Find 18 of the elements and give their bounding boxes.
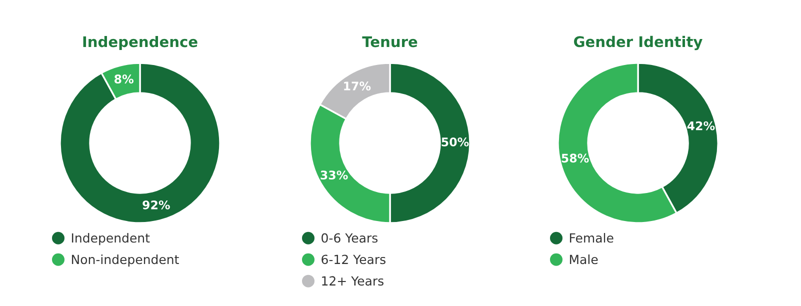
- legend-label: 0-6 Years: [322, 233, 378, 243]
- legend-label: Independent: [72, 233, 150, 246]
- chart-title: Tenure: [362, 36, 418, 48]
- data-label: 17%: [344, 82, 371, 90]
- legend-label: Male: [570, 254, 598, 264]
- donut-slice: [59, 62, 221, 224]
- chart-title: Independence: [83, 36, 198, 50]
- legend-label: 6-12 Years: [322, 254, 386, 264]
- chart-title: Gender Identity: [574, 36, 702, 50]
- legend-label: 12+ Years: [322, 276, 384, 286]
- data-label: 33%: [320, 170, 348, 180]
- data-label: 58%: [562, 154, 589, 163]
- legend-label: Non-independent: [72, 254, 179, 267]
- legend-label: Female: [570, 233, 614, 243]
- data-label: 92%: [142, 200, 170, 210]
- data-label: 50%: [442, 137, 469, 146]
- data-label: 8%: [114, 74, 134, 84]
- data-label: 42%: [687, 121, 715, 130]
